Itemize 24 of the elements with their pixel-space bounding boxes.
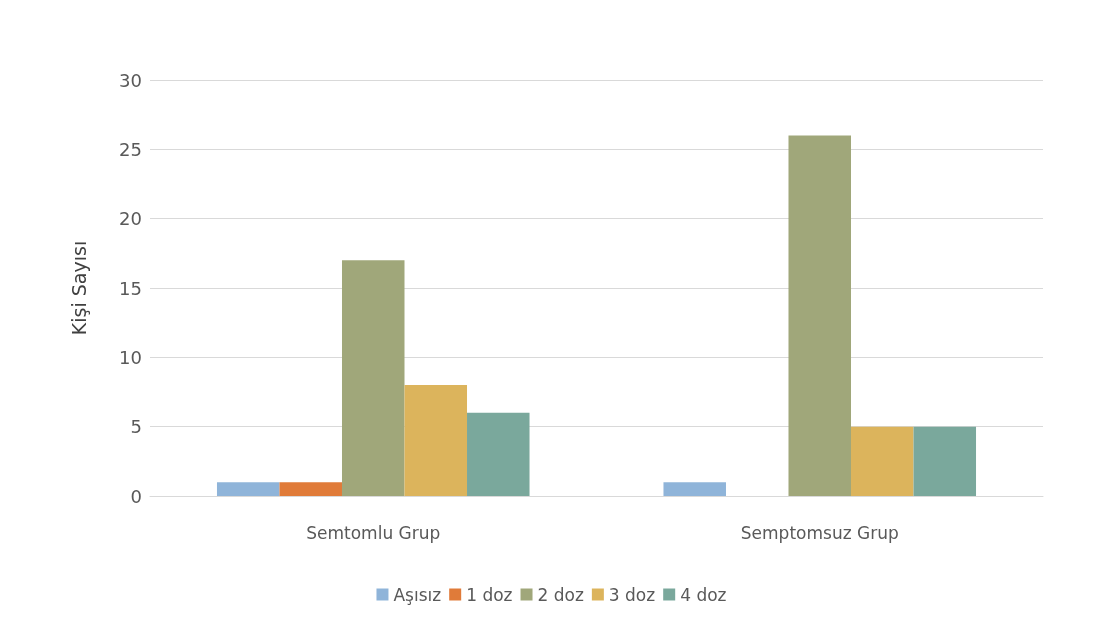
legend-label: 1 doz [466,584,513,605]
legend-label: 4 doz [680,584,727,605]
legend-label: 2 doz [537,584,584,605]
y-tick-label: 25 [119,138,142,160]
x-tick-label: Semtomlu Grup [306,522,441,543]
legend-label: Aşısız [393,584,442,605]
bar [913,426,977,496]
bar [216,482,280,496]
y-tick-label: 0 [130,485,142,507]
y-tick-label: 10 [119,346,142,368]
bar [851,426,914,496]
bar [788,135,852,496]
bar [663,482,726,496]
bar [467,412,530,496]
legend-label: 3 doz [608,584,656,605]
x-tick-label: Semptomsuz Grup [740,522,899,543]
bar [404,385,468,496]
bar [342,260,405,496]
y-tick-label: 30 [119,69,142,91]
y-tick-label: 20 [119,208,142,230]
y-axis-title: Kişi Sayısı [67,240,90,336]
y-tick-label: 15 [119,277,142,299]
y-tick-label: 5 [130,416,142,438]
bar [279,482,342,496]
